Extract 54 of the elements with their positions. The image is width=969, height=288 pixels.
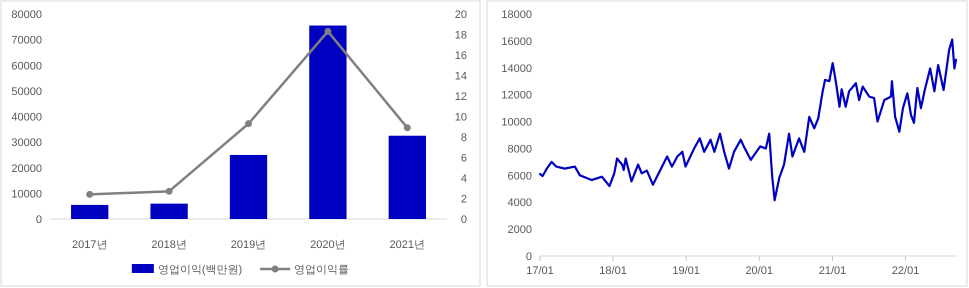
y-tick-label: 20000 (11, 162, 42, 175)
point (166, 188, 173, 195)
y2-tick-label: 14 (454, 70, 467, 82)
x-tick-label: 22/01 (892, 265, 920, 277)
y-tick-label: 18000 (501, 9, 532, 21)
bar (309, 26, 347, 219)
x-tick-label: 19/01 (672, 265, 700, 277)
bar (71, 204, 108, 219)
legend-label: 영업이익률 (294, 264, 350, 276)
y2-tick-label: 10 (454, 112, 467, 124)
y-tick-label: 12000 (501, 90, 532, 102)
y2-tick-label: 2 (460, 194, 467, 206)
y2-tick-label: 8 (460, 132, 467, 144)
point (86, 190, 94, 198)
x-tick-label: 17/01 (526, 265, 554, 277)
x-tick-label: 2019년 (230, 239, 266, 251)
y-tick-label: 16000 (501, 36, 532, 48)
y-tick-label: 6000 (508, 170, 532, 182)
y-tick-label: 8000 (508, 143, 532, 156)
bar (150, 204, 188, 219)
y-tick-label: 0 (36, 214, 42, 226)
x-tick-label: 20/01 (745, 265, 773, 277)
x-tick-label: 21/01 (818, 265, 846, 277)
bar (230, 154, 268, 219)
y2-tick-label: 4 (460, 173, 467, 185)
y2-tick-label: 12 (454, 91, 467, 103)
y-tick-label: 50000 (11, 86, 42, 98)
x-tick-label: 2020년 (310, 239, 346, 251)
y2-tick-label: 16 (454, 50, 467, 62)
y-tick-label: 80000 (11, 9, 42, 21)
y-tick-label: 40000 (11, 112, 42, 124)
y-tick-label: 10000 (11, 188, 42, 200)
y-tick-label: 0 (526, 251, 532, 263)
bar (388, 136, 426, 219)
y-tick-label: 2000 (508, 224, 532, 236)
legend-label: 영업이익(백만원) (158, 264, 242, 276)
y2-tick-label: 0 (460, 214, 467, 226)
point (245, 120, 252, 128)
y2-tick-label: 6 (460, 152, 467, 164)
y-tick-label: 4000 (508, 197, 532, 210)
line-series (538, 38, 958, 202)
x-tick-label: 2021년 (390, 239, 426, 251)
y2-tick-label: 18 (454, 30, 467, 42)
point (404, 124, 411, 132)
y-tick-label: 60000 (11, 60, 42, 72)
point (324, 28, 332, 35)
x-tick-label: 2018년 (151, 239, 187, 251)
x-tick-label: 2017년 (72, 239, 108, 251)
y2-tick-label: 20 (454, 9, 467, 21)
y-tick-label: 14000 (501, 62, 532, 75)
y-tick-label: 30000 (11, 137, 42, 150)
y-tick-label: 70000 (11, 34, 42, 47)
x-tick-label: 18/01 (599, 265, 627, 277)
y-tick-label: 10000 (501, 116, 532, 129)
